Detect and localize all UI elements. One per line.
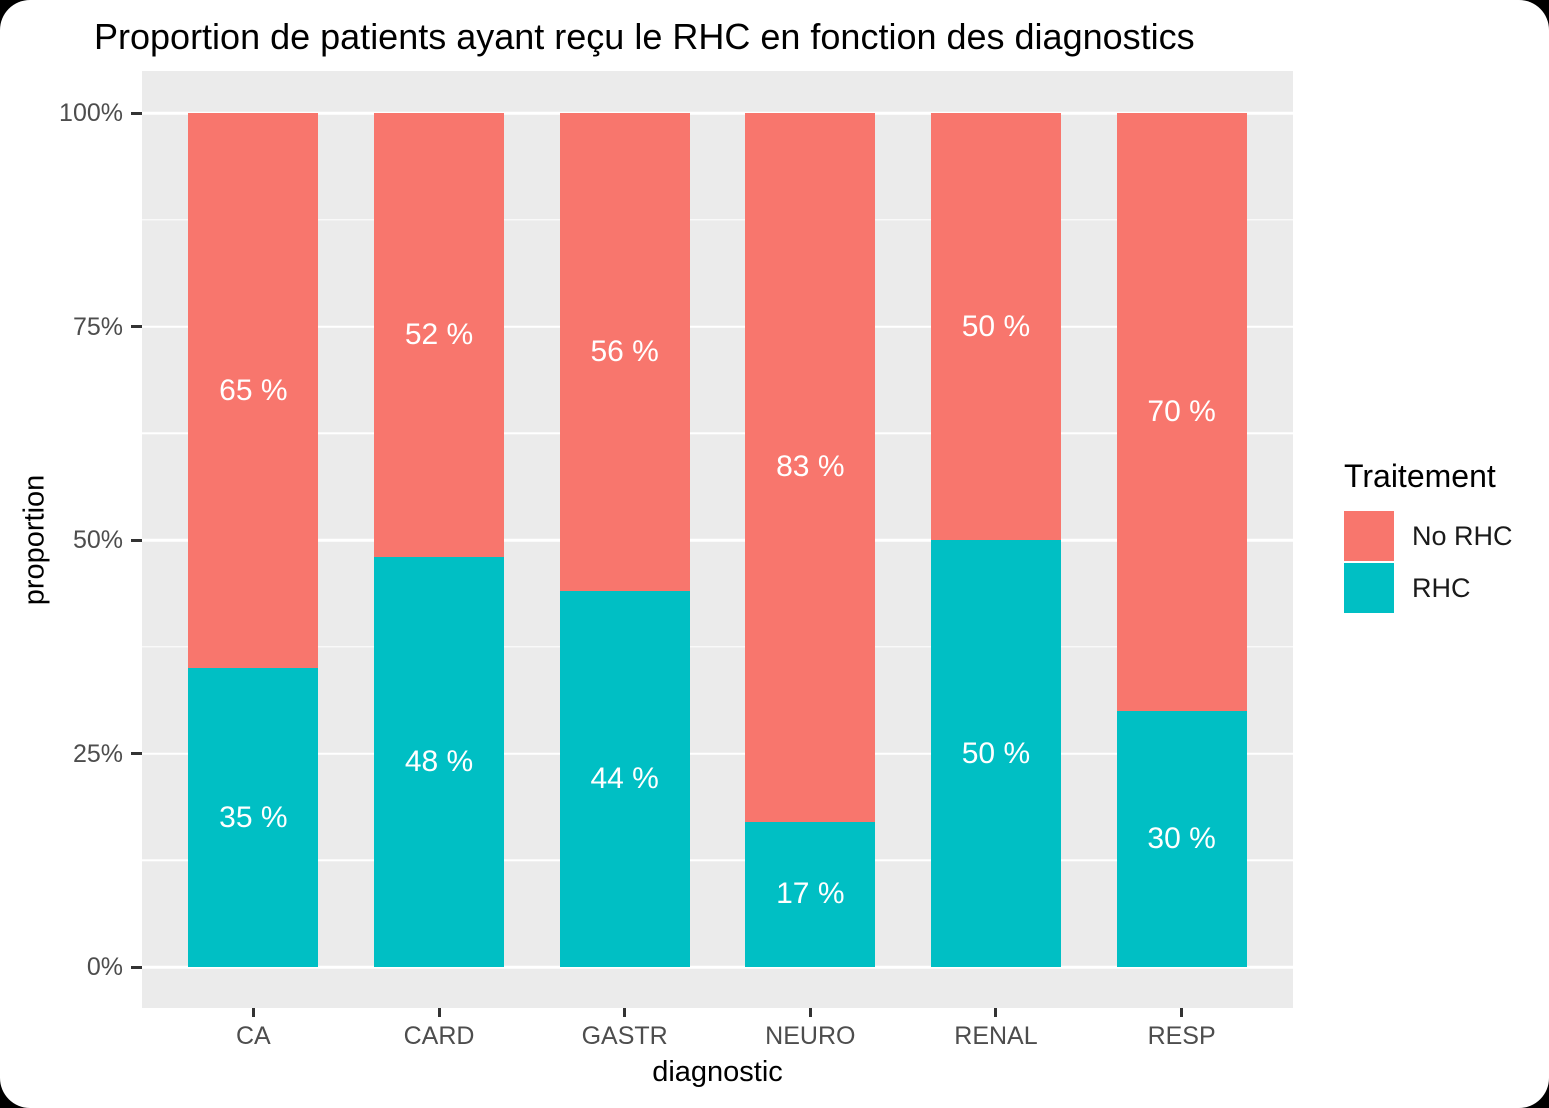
x-tick-label-card: CARD [403, 1022, 475, 1050]
gridline-major [142, 325, 1293, 328]
bar-value-label: 70 % [1147, 394, 1216, 428]
bar-value-label: 35 % [219, 800, 288, 834]
gridline-minor [142, 219, 1293, 221]
y-tick-mark [131, 111, 142, 115]
bar-value-label: 83 % [776, 450, 845, 484]
gridline-minor [142, 859, 1293, 861]
bar-card: 52 % 48 % [374, 113, 504, 967]
bar-value-label: 56 % [590, 335, 659, 369]
y-tick-label: 25% [72, 739, 123, 768]
bar-value-label: 50 % [961, 736, 1031, 770]
x-axis-title: diagnostic [652, 1056, 783, 1088]
bar-renal: 50 % 50 % [930, 113, 1061, 967]
bar-value-label: 65 % [219, 373, 288, 407]
legend-swatch-rhc [1344, 563, 1394, 613]
legend-swatch-no-rhc [1344, 511, 1394, 561]
gridline-major [142, 538, 1293, 542]
chart-title: Proportion de patients ayant reçu le RHC… [94, 16, 1195, 57]
bar-segment-rhc: 17 % [745, 821, 876, 967]
x-tick-mark [808, 1008, 812, 1017]
gridline-major [142, 752, 1293, 755]
x-tick-mark [623, 1008, 627, 1017]
bar-segment-no-rhc: 70 % [1116, 113, 1247, 711]
x-tick-mark [1180, 1008, 1184, 1017]
bar-value-label: 50 % [961, 309, 1031, 343]
legend-label: No RHC [1412, 520, 1513, 551]
legend: Traitement No RHC RHC [1344, 458, 1549, 615]
bar-segment-no-rhc: 56 % [559, 113, 690, 592]
scale-area: 65 % 35 % 52 % 48 % 56 % 44 % 83 % 17 % 50 % 50 %… [142, 111, 1293, 969]
bar-value-label: 48 % [404, 745, 474, 779]
x-tick-label-resp: RESP [1147, 1022, 1216, 1050]
y-tick-mark [131, 965, 142, 969]
bar-segment-no-rhc: 65 % [188, 113, 319, 669]
plot-panel: 65 % 35 % 52 % 48 % 56 % 44 % 83 % 17 % 50 % 50 %… [142, 71, 1293, 1008]
y-tick-label: 50% [72, 526, 123, 554]
x-tick-mark [994, 1008, 998, 1017]
y-tick-mark [131, 752, 142, 755]
x-tick-label-gastr: GASTR [581, 1022, 668, 1050]
bar-segment-no-rhc: 52 % [374, 113, 504, 558]
gridline-major [142, 965, 1293, 969]
bar-value-label: 44 % [590, 762, 659, 796]
x-tick-mark [437, 1008, 441, 1017]
gridline-minor [142, 432, 1293, 434]
legend-title: Traitement [1344, 458, 1496, 494]
y-tick-label: 75% [72, 312, 123, 341]
bar-segment-rhc: 50 % [930, 540, 1061, 967]
bar-segment-no-rhc: 50 % [930, 113, 1061, 540]
x-tick-label-neuro: NEURO [765, 1022, 856, 1050]
bar-ca: 65 % 35 % [188, 113, 319, 967]
legend-key-rhc: RHC [1344, 563, 1549, 613]
bar-neuro: 83 % 17 % [745, 113, 876, 967]
gridline-minor [142, 646, 1293, 648]
bar-segment-rhc: 35 % [188, 668, 319, 967]
bar-value-label: 17 % [776, 877, 845, 911]
bar-value-label: 52 % [404, 318, 474, 352]
bar-value-label: 30 % [1147, 821, 1216, 855]
y-tick-mark [131, 538, 142, 542]
x-tick-label-renal: RENAL [954, 1022, 1038, 1050]
x-tick-label-ca: CA [236, 1022, 271, 1050]
bar-segment-no-rhc: 83 % [745, 113, 876, 822]
bar-gastr: 56 % 44 % [559, 113, 690, 967]
bar-segment-rhc: 48 % [374, 557, 504, 967]
legend-entries: No RHC RHC [1344, 511, 1549, 613]
y-tick-label: 100% [59, 99, 123, 127]
bar-segment-rhc: 44 % [559, 591, 690, 967]
y-tick-label: 0% [86, 953, 123, 981]
bar-resp: 70 % 30 % [1116, 113, 1247, 967]
gridline-major [142, 111, 1293, 115]
x-tick-mark [251, 1008, 255, 1017]
legend-key-no-rhc: No RHC [1344, 511, 1549, 561]
y-tick-mark [131, 325, 142, 328]
legend-label: RHC [1412, 572, 1471, 603]
bar-segment-rhc: 30 % [1116, 710, 1247, 967]
